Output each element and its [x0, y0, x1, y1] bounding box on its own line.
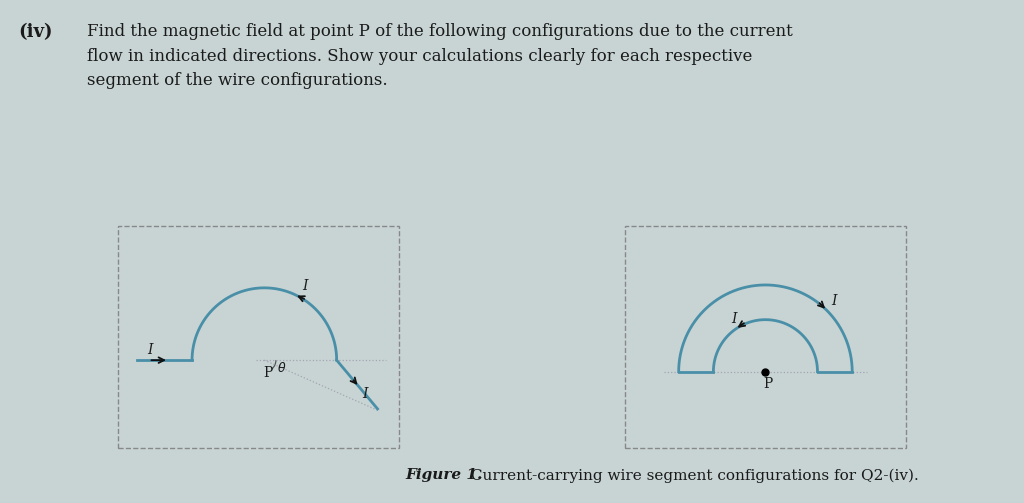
Text: I: I: [731, 312, 736, 326]
Text: I: I: [302, 279, 307, 293]
Text: I: I: [362, 387, 368, 401]
Text: P: P: [263, 366, 272, 380]
Text: (iv): (iv): [18, 23, 53, 41]
Text: Current-carrying wire segment configurations for Q2-(iv).: Current-carrying wire segment configurat…: [466, 468, 919, 482]
Text: Figure 1.: Figure 1.: [406, 468, 482, 482]
Text: P: P: [763, 377, 772, 391]
Text: $\theta$: $\theta$: [278, 361, 287, 375]
Text: I: I: [831, 294, 837, 308]
Text: Find the magnetic field at point P of the following configurations due to the cu: Find the magnetic field at point P of th…: [87, 23, 793, 90]
Text: I: I: [147, 343, 153, 357]
